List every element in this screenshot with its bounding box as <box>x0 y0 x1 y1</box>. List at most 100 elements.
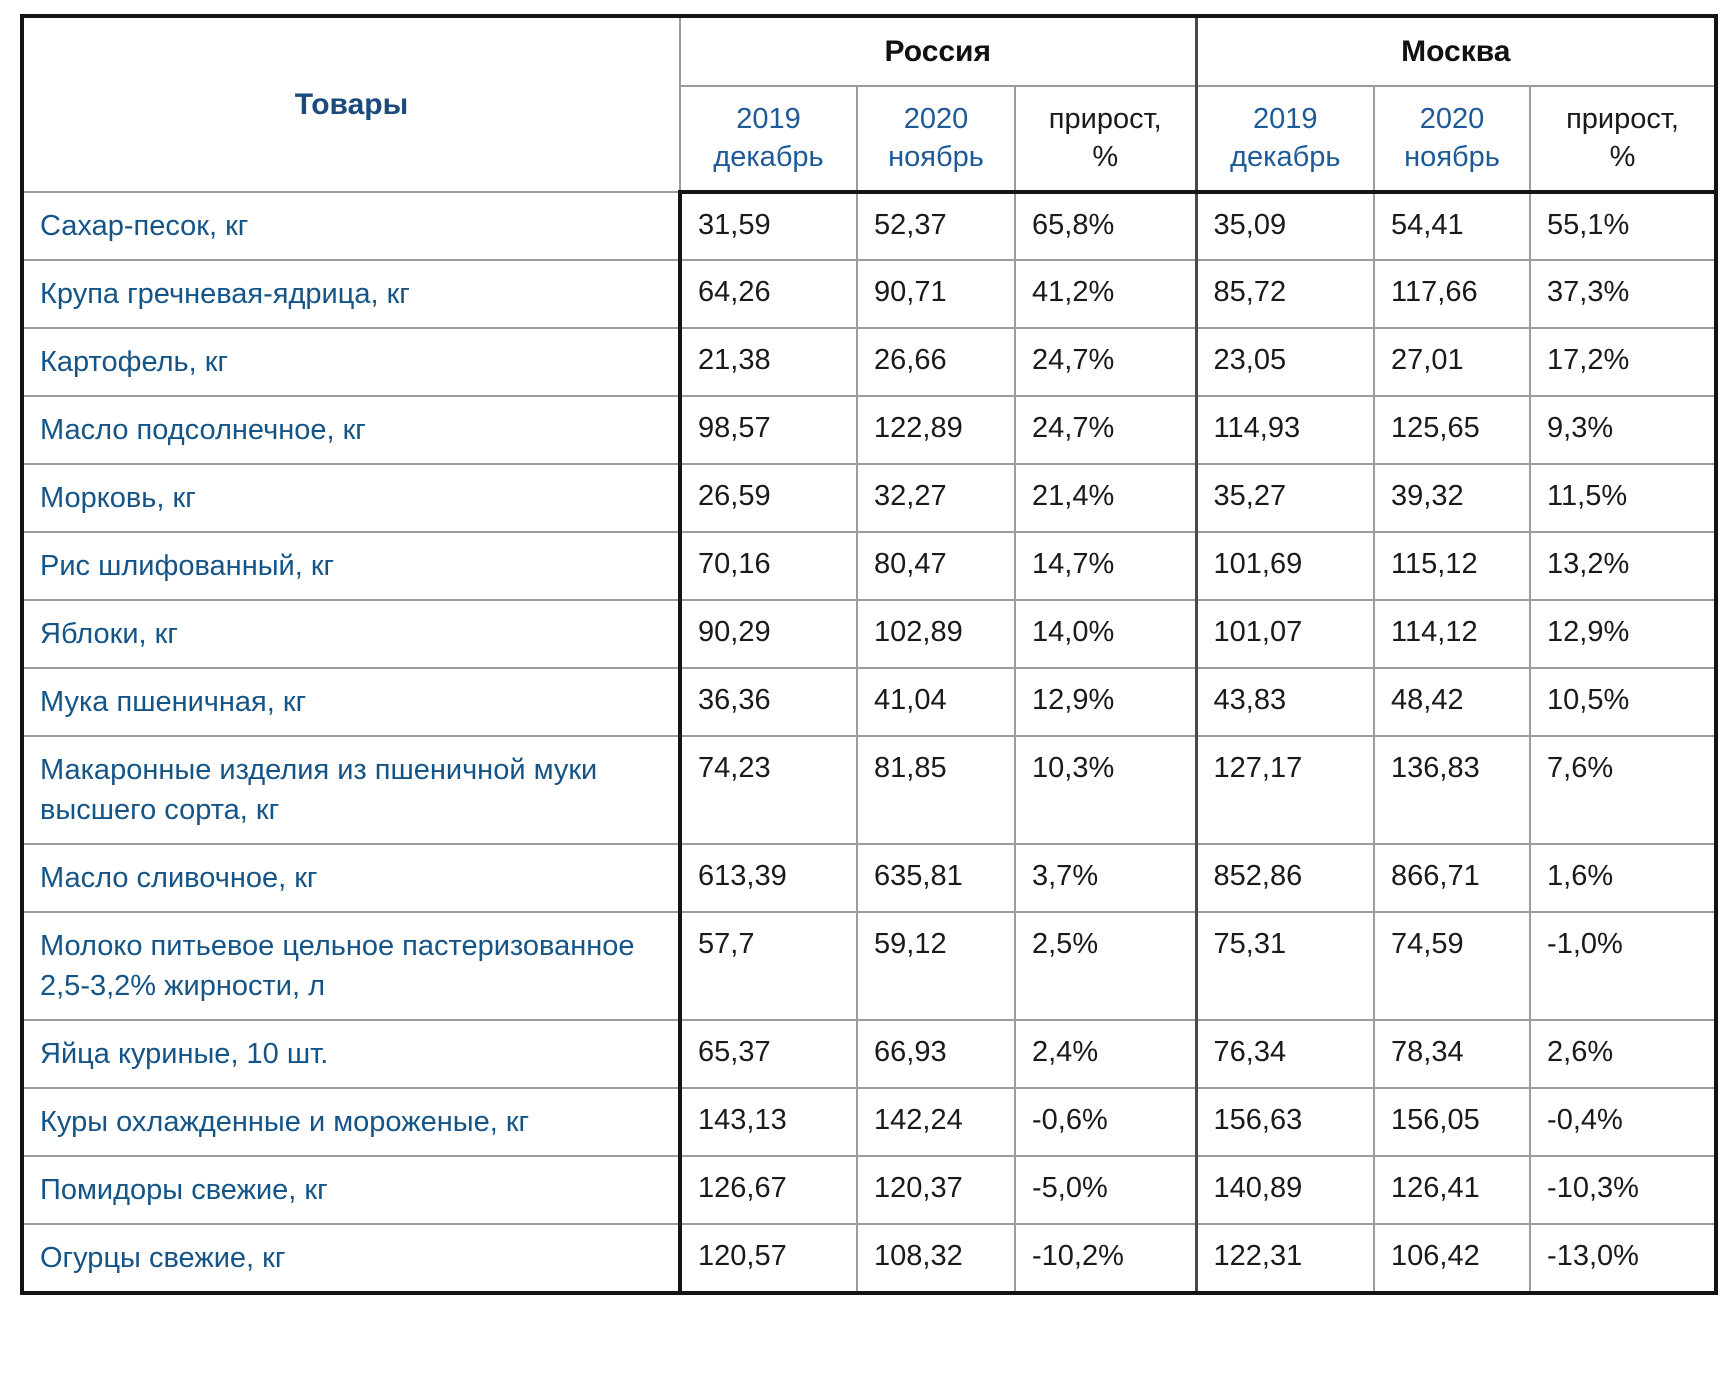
russia-growth-value: 24,7% <box>1013 395 1198 466</box>
product-name: Куры охлажденные и мороженые, кг <box>21 1087 682 1158</box>
moscow-growth-value: 10,5% <box>1529 667 1718 738</box>
russia-nov-2020-value: 80,47 <box>856 531 1016 602</box>
moscow-dec-2019-value: 140,89 <box>1194 1155 1376 1226</box>
month-label: ноябрь <box>888 140 984 173</box>
product-name: Огурцы свежие, кг <box>21 1223 682 1296</box>
moscow-dec-2019-value: 156,63 <box>1194 1087 1376 1158</box>
moscow-growth-value: 37,3% <box>1529 259 1718 330</box>
russia-nov-2020-value: 59,12 <box>856 911 1016 1022</box>
russia-dec-2019-value: 98,57 <box>679 395 858 466</box>
table-row: Молоко питьевое цельное пастеризованное … <box>21 911 1718 1022</box>
russia-dec-2019-value: 64,26 <box>679 259 858 330</box>
moscow-growth-value: -13,0% <box>1529 1223 1718 1296</box>
russia-nov-2020-value: 32,27 <box>856 463 1016 534</box>
moscow-growth-value: -10,3% <box>1529 1155 1718 1226</box>
moscow-dec-2019-value: 101,69 <box>1194 531 1376 602</box>
moscow-dec-2019-value: 852,86 <box>1194 843 1376 914</box>
moscow-dec-2019-value: 101,07 <box>1194 599 1376 670</box>
russia-growth-value: 2,5% <box>1013 911 1198 1022</box>
year-label: 2019 <box>736 103 801 136</box>
russia-nov-2020-value: 41,04 <box>856 667 1016 738</box>
moscow-nov-2020-value: 125,65 <box>1373 395 1532 466</box>
russia-dec-2019-value: 613,39 <box>679 843 858 914</box>
moscow-growth-value: -0,4% <box>1529 1087 1718 1158</box>
table-row: Мука пшеничная, кг 36,36 41,04 12,9% 43,83 48… <box>21 667 1718 738</box>
russia-growth-value: 24,7% <box>1013 327 1198 398</box>
moscow-dec-2019-value: 35,27 <box>1194 463 1376 534</box>
month-label: декабрь <box>713 140 824 173</box>
moscow-nov-2020-value: 78,34 <box>1373 1019 1532 1090</box>
moscow-dec-2019-value: 35,09 <box>1194 190 1376 262</box>
russia-growth-value: 12,9% <box>1013 667 1198 738</box>
moscow-growth-value: 13,2% <box>1529 531 1718 602</box>
moscow-dec-2019-value: 122,31 <box>1194 1223 1376 1296</box>
russia-dec-2019-value: 26,59 <box>679 463 858 534</box>
russia-dec-2019-value: 36,36 <box>679 667 858 738</box>
moscow-growth-value: 1,6% <box>1529 843 1718 914</box>
year-label: 2019 <box>1253 103 1318 136</box>
product-name: Молоко питьевое цельное пастеризованное … <box>21 911 682 1022</box>
product-name: Помидоры свежие, кг <box>21 1155 682 1226</box>
russia-growth-value: 10,3% <box>1013 735 1198 846</box>
moscow-nov-2020-value: 866,71 <box>1373 843 1532 914</box>
russia-growth-value: 65,8% <box>1013 190 1198 262</box>
moscow-growth-value: 17,2% <box>1529 327 1718 398</box>
russia-growth-header: прирост, % <box>1013 85 1198 194</box>
russia-nov-2020-value: 102,89 <box>856 599 1016 670</box>
russia-nov-2020-value: 90,71 <box>856 259 1016 330</box>
russia-nov-2020-value: 52,37 <box>856 190 1016 262</box>
table-row: Морковь, кг 26,59 32,27 21,4% 35,27 39,32 11,5… <box>21 463 1718 534</box>
product-name: Масло подсолнечное, кг <box>21 395 682 466</box>
growth-percent-sign: % <box>1609 140 1636 173</box>
moscow-nov-2020-value: 115,12 <box>1373 531 1532 602</box>
moscow-nov-2020-value: 156,05 <box>1373 1087 1532 1158</box>
moscow-dec-2019-value: 75,31 <box>1194 911 1376 1022</box>
russia-growth-value: 21,4% <box>1013 463 1198 534</box>
moscow-growth-value: 7,6% <box>1529 735 1718 846</box>
moscow-growth-value: 9,3% <box>1529 395 1718 466</box>
moscow-2020-november-header: 2020 ноябрь <box>1373 85 1532 194</box>
russia-growth-value: 41,2% <box>1013 259 1198 330</box>
region-header-russia: Россия <box>678 15 1198 87</box>
russia-2019-december-header: 2019 декабрь <box>679 85 858 194</box>
growth-percent-sign: % <box>1092 140 1119 173</box>
product-name: Яблоки, кг <box>21 599 682 670</box>
month-label: декабрь <box>1230 140 1341 173</box>
year-label: 2020 <box>903 103 969 136</box>
russia-nov-2020-value: 108,32 <box>856 1223 1016 1296</box>
table-row: Огурцы свежие, кг 120,57 108,32 -10,2% 122,3… <box>21 1223 1718 1296</box>
moscow-growth-value: 11,5% <box>1529 463 1718 534</box>
moscow-growth-value: 2,6% <box>1529 1019 1718 1090</box>
moscow-nov-2020-value: 126,41 <box>1373 1155 1532 1226</box>
table-row: Картофель, кг 21,38 26,66 24,7% 23,05 27,01 17… <box>21 327 1718 398</box>
products-column-header: Товары <box>21 15 681 193</box>
russia-dec-2019-value: 126,67 <box>679 1155 858 1226</box>
moscow-growth-header: прирост, % <box>1529 85 1718 194</box>
table-row: Рис шлифованный, кг 70,16 80,47 14,7% 101,69… <box>21 531 1718 602</box>
product-name: Яйца куриные, 10 шт. <box>21 1019 682 1090</box>
moscow-dec-2019-value: 43,83 <box>1194 667 1376 738</box>
moscow-nov-2020-value: 39,32 <box>1373 463 1532 534</box>
product-name: Рис шлифованный, кг <box>21 531 682 602</box>
product-name: Масло сливочное, кг <box>21 843 682 914</box>
russia-dec-2019-value: 74,23 <box>679 735 858 846</box>
price-table: Товары Россия Москва 2019 декабрь 2020 н… <box>20 14 1719 1296</box>
moscow-growth-value: -1,0% <box>1529 911 1718 1022</box>
table-row: Яблоки, кг 90,29 102,89 14,0% 101,07 114,12 12… <box>21 599 1718 670</box>
moscow-nov-2020-value: 106,42 <box>1373 1223 1532 1296</box>
product-name: Картофель, кг <box>21 327 682 398</box>
russia-dec-2019-value: 31,59 <box>679 190 858 262</box>
russia-nov-2020-value: 635,81 <box>856 843 1016 914</box>
table-row: Куры охлажденные и мороженые, кг 143,13 14… <box>21 1087 1718 1158</box>
russia-growth-value: -5,0% <box>1013 1155 1198 1226</box>
table-row: Помидоры свежие, кг 126,67 120,37 -5,0% 140,… <box>21 1155 1718 1226</box>
russia-growth-value: 2,4% <box>1013 1019 1198 1090</box>
table-row: Сахар-песок, кг 31,59 52,37 65,8% 35,09 54,41… <box>21 190 1718 262</box>
russia-nov-2020-value: 122,89 <box>856 395 1016 466</box>
month-label: ноябрь <box>1404 140 1500 173</box>
russia-2020-november-header: 2020 ноябрь <box>856 85 1016 194</box>
russia-growth-value: 14,7% <box>1013 531 1198 602</box>
russia-nov-2020-value: 120,37 <box>856 1155 1016 1226</box>
russia-nov-2020-value: 142,24 <box>856 1087 1016 1158</box>
